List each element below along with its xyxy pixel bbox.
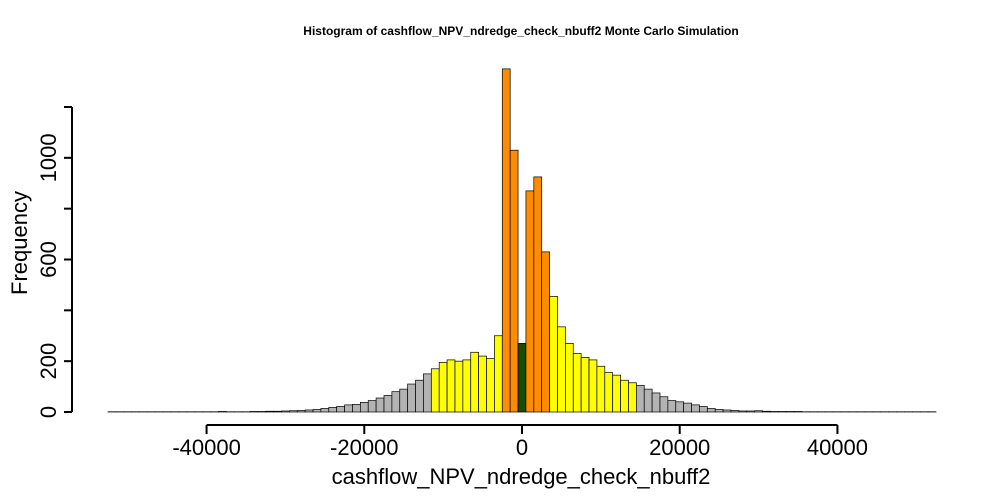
histogram-bar (588, 359, 598, 413)
histogram-bar (754, 410, 763, 413)
chart-title: Histogram of cashflow_NPV_ndredge_check_… (303, 24, 738, 38)
histogram-bar (770, 411, 779, 413)
histogram-bar (501, 68, 511, 413)
histogram-bar (430, 368, 440, 413)
histogram-bar (517, 343, 527, 413)
y-tick-label: 200 (36, 343, 61, 380)
histogram-bar (257, 411, 267, 413)
histogram-bar (304, 409, 314, 413)
histogram-bar (391, 391, 401, 413)
histogram-bar (722, 409, 732, 413)
histogram-bar (762, 410, 771, 413)
histogram-bar (312, 409, 322, 413)
histogram-bar (494, 335, 503, 413)
histogram-bar (359, 401, 369, 413)
histogram-bar (620, 379, 629, 413)
histogram-bar (565, 343, 574, 413)
x-tick-label: 20000 (649, 435, 710, 460)
histogram-bar (746, 410, 755, 413)
histogram-bar (383, 395, 393, 413)
x-tick-label: 0 (516, 435, 528, 460)
histogram-bar (415, 379, 424, 413)
histogram-bar (533, 176, 543, 413)
histogram-bar (557, 326, 566, 413)
y-tick-label: 1000 (36, 133, 61, 182)
histogram-bar (730, 410, 740, 413)
histogram-bar (328, 407, 338, 413)
histogram-bar (509, 149, 519, 413)
histogram-bar (249, 411, 259, 413)
histogram-bar (691, 404, 700, 413)
histogram-bar (541, 251, 550, 413)
histogram-bar (367, 400, 377, 413)
histogram-bar (375, 397, 385, 413)
histogram-bar (344, 404, 353, 413)
histogram-bar (289, 410, 298, 413)
histogram-bar (296, 410, 306, 413)
histogram-bar (273, 410, 282, 413)
histogram-bar (407, 383, 416, 413)
histogram-bar (699, 406, 708, 413)
histogram-bar (549, 296, 558, 413)
histogram-bar (265, 410, 274, 413)
histogram-bar (281, 410, 290, 413)
histogram-bar (596, 365, 606, 413)
x-tick-label: 40000 (807, 435, 868, 460)
histogram-bar (777, 411, 787, 413)
histogram-bar (643, 388, 653, 413)
histogram-bar (683, 402, 692, 413)
histogram-bar (470, 351, 479, 413)
x-axis: -40000 -20000 0 20000 40000 (172, 424, 868, 460)
histogram-bar (438, 362, 448, 413)
histogram-bar (635, 384, 645, 413)
histogram-bars (107, 68, 937, 413)
histogram-bar (667, 400, 677, 413)
histogram-bar (525, 190, 535, 413)
histogram-bar (612, 374, 621, 413)
x-axis-title: cashflow_NPV_ndredge_check_nbuff2 (332, 464, 711, 489)
histogram-bar (675, 401, 685, 413)
histogram-bar (352, 404, 361, 413)
histogram-bar (423, 373, 432, 413)
histogram-bar (706, 408, 716, 413)
histogram-bar (572, 353, 582, 413)
y-axis-title: Frequency (7, 191, 32, 295)
histogram-bar (659, 396, 669, 413)
x-tick-label: -20000 (330, 435, 399, 460)
histogram-bar (478, 355, 487, 413)
histogram-bar (580, 357, 590, 413)
histogram-bar (218, 411, 227, 413)
x-tick-label: -40000 (172, 435, 241, 460)
histogram-bar (628, 382, 637, 413)
histogram-bar (604, 372, 614, 413)
y-tick-label: 600 (36, 241, 61, 278)
histogram-bar (462, 359, 472, 413)
histogram-bar (446, 359, 456, 413)
histogram-bar (714, 409, 724, 413)
histogram-bar (454, 360, 464, 413)
histogram-bar (785, 411, 795, 413)
histogram-bar (486, 358, 495, 413)
histogram-bar (651, 392, 661, 413)
histogram-bar (336, 406, 345, 413)
histogram-bar (399, 388, 409, 413)
y-tick-label: 0 (36, 406, 61, 418)
histogram-bar (738, 410, 748, 413)
y-axis: 0 200 600 1000 (36, 106, 73, 418)
histogram-bar (793, 411, 803, 413)
histogram-bar (320, 408, 330, 413)
